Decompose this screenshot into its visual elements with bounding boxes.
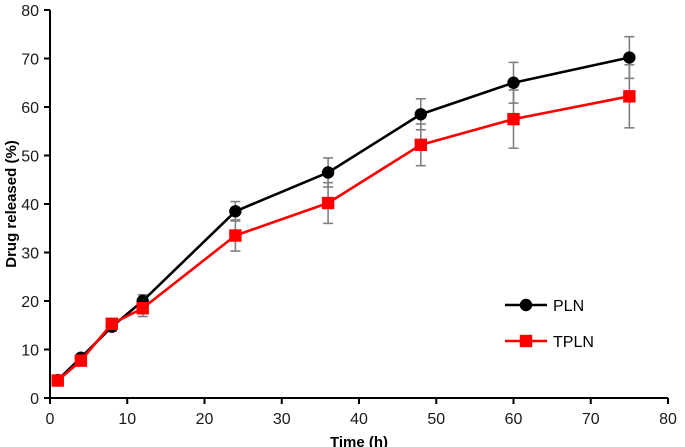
x-tick-label: 80 (659, 411, 677, 428)
data-point (105, 317, 118, 330)
series-pln (51, 51, 636, 387)
data-point (136, 302, 149, 315)
y-tick-label: 40 (21, 197, 39, 214)
data-point (414, 108, 427, 121)
y-tick-label: 80 (21, 3, 39, 20)
legend-label: TPLN (553, 334, 594, 351)
x-tick-label: 60 (505, 411, 523, 428)
y-tick-label: 30 (21, 246, 39, 263)
data-point (623, 51, 636, 64)
y-tick-label: 20 (21, 294, 39, 311)
data-point (51, 374, 64, 387)
legend-marker (519, 298, 533, 312)
x-tick-label: 10 (118, 411, 136, 428)
y-tick-label: 70 (21, 52, 39, 69)
legend-item-tpln[interactable]: TPLN (505, 334, 594, 351)
x-axis-title: Time (h) (330, 434, 388, 447)
legend-label: PLN (553, 298, 584, 315)
x-tick-label: 30 (273, 411, 291, 428)
x-tick-label: 50 (427, 411, 445, 428)
data-point (321, 166, 335, 179)
legend: PLN TPLN (505, 298, 594, 351)
legend-marker (519, 334, 533, 348)
series-line (56, 56, 631, 382)
series-line (56, 95, 631, 382)
data-point (507, 112, 520, 126)
x-tick-label: 70 (582, 411, 600, 428)
series-tpln (51, 90, 636, 387)
y-axis-title: Drug released (%) (3, 140, 20, 268)
data-point (623, 90, 636, 103)
y-tick-label: 0 (30, 391, 39, 408)
axes-group: 0 10 20 30 40 50 60 70 80 0 10 20 30 40 50 60 70 80 (21, 3, 677, 428)
data-point (321, 196, 335, 210)
data-point (229, 229, 242, 242)
y-tick-label: 50 (21, 149, 39, 166)
data-point (507, 76, 520, 89)
x-tick-label: 0 (46, 411, 55, 428)
data-point (229, 205, 242, 218)
error-bars-group (52, 35, 635, 384)
y-tick-label: 10 (21, 343, 39, 360)
data-point (74, 354, 88, 367)
data-point (414, 138, 427, 152)
x-tick-label: 20 (196, 411, 214, 428)
x-tick-label: 40 (350, 411, 368, 428)
y-tick-label: 60 (21, 100, 39, 117)
legend-item-pln[interactable]: PLN (505, 298, 584, 315)
